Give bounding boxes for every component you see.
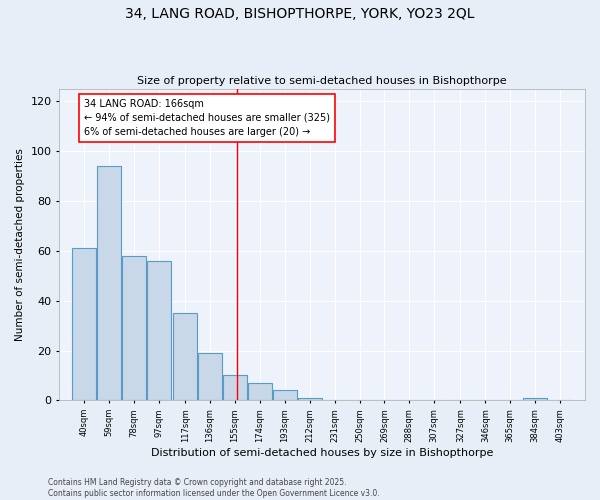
Text: 34, LANG ROAD, BISHOPTHORPE, YORK, YO23 2QL: 34, LANG ROAD, BISHOPTHORPE, YORK, YO23 … (125, 8, 475, 22)
Bar (523, 398, 547, 400)
Text: Contains HM Land Registry data © Crown copyright and database right 2025.
Contai: Contains HM Land Registry data © Crown c… (48, 478, 380, 498)
Bar (173, 313, 197, 400)
Bar (298, 398, 322, 400)
Bar (272, 390, 297, 400)
Bar (198, 353, 222, 401)
Bar (72, 248, 97, 400)
Bar (97, 166, 121, 400)
Text: 34 LANG ROAD: 166sqm
← 94% of semi-detached houses are smaller (325)
6% of semi-: 34 LANG ROAD: 166sqm ← 94% of semi-detac… (84, 98, 330, 136)
Title: Size of property relative to semi-detached houses in Bishopthorpe: Size of property relative to semi-detach… (137, 76, 507, 86)
Bar (147, 261, 171, 400)
Bar (223, 376, 247, 400)
Y-axis label: Number of semi-detached properties: Number of semi-detached properties (15, 148, 25, 341)
Bar (248, 383, 272, 400)
Bar (122, 256, 146, 400)
X-axis label: Distribution of semi-detached houses by size in Bishopthorpe: Distribution of semi-detached houses by … (151, 448, 493, 458)
